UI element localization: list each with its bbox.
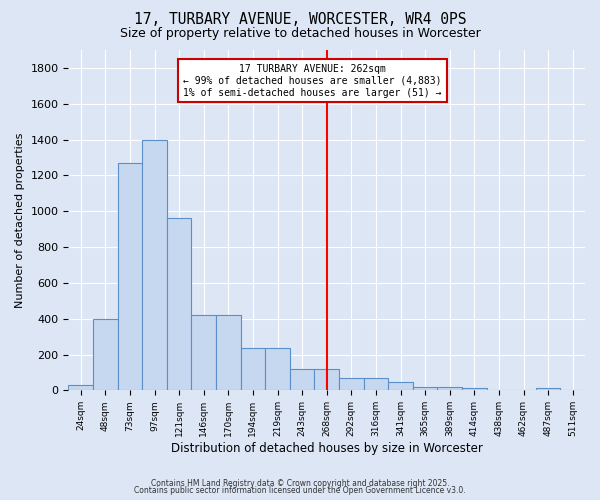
Bar bbox=[437, 387, 462, 390]
Text: Contains public sector information licensed under the Open Government Licence v3: Contains public sector information licen… bbox=[134, 486, 466, 495]
Text: Size of property relative to detached houses in Worcester: Size of property relative to detached ho… bbox=[119, 28, 481, 40]
Bar bbox=[216, 315, 241, 390]
Bar bbox=[364, 378, 388, 390]
Bar bbox=[290, 369, 314, 390]
Bar bbox=[191, 315, 216, 390]
Bar bbox=[314, 369, 339, 390]
Bar bbox=[241, 348, 265, 391]
Bar bbox=[142, 140, 167, 390]
Text: 17 TURBARY AVENUE: 262sqm
← 99% of detached houses are smaller (4,883)
1% of sem: 17 TURBARY AVENUE: 262sqm ← 99% of detac… bbox=[183, 64, 442, 98]
Bar bbox=[413, 387, 437, 390]
Bar bbox=[339, 378, 364, 390]
Bar bbox=[167, 218, 191, 390]
Bar bbox=[265, 348, 290, 391]
Bar bbox=[118, 163, 142, 390]
Bar bbox=[93, 318, 118, 390]
X-axis label: Distribution of detached houses by size in Worcester: Distribution of detached houses by size … bbox=[171, 442, 482, 455]
Bar bbox=[536, 388, 560, 390]
Bar bbox=[388, 382, 413, 390]
Bar bbox=[68, 385, 93, 390]
Bar bbox=[462, 388, 487, 390]
Text: Contains HM Land Registry data © Crown copyright and database right 2025.: Contains HM Land Registry data © Crown c… bbox=[151, 478, 449, 488]
Text: 17, TURBARY AVENUE, WORCESTER, WR4 0PS: 17, TURBARY AVENUE, WORCESTER, WR4 0PS bbox=[134, 12, 466, 28]
Y-axis label: Number of detached properties: Number of detached properties bbox=[15, 132, 25, 308]
